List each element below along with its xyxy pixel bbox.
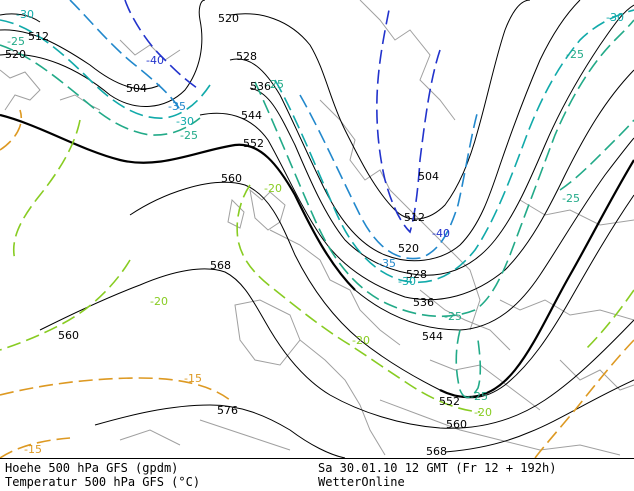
height-label: 560 — [446, 418, 467, 431]
height-contours — [0, 0, 634, 458]
height-label: 560 — [58, 329, 79, 342]
coastlines — [0, 0, 634, 456]
temp-label: -15 — [24, 443, 42, 456]
height-label: 520 — [5, 48, 26, 61]
isotherm-minus40 — [124, 0, 441, 234]
height-label: 504 — [418, 170, 439, 183]
temp-label: -35 — [168, 100, 186, 113]
height-label: 552 — [439, 395, 460, 408]
temp-label: -25 — [562, 192, 580, 205]
height-label: 536 — [250, 80, 271, 93]
map-footer: Hoehe 500 hPa GFS (gpdm) Temperatur 500 … — [0, 458, 634, 491]
temp-label: -30 — [16, 8, 34, 21]
temp-label: -30 — [176, 115, 194, 128]
height-label: 536 — [413, 296, 434, 309]
height-label: 568 — [210, 259, 231, 272]
height-label: 520 — [398, 242, 419, 255]
height-caption: Hoehe 500 hPa GFS (gpdm) — [5, 461, 179, 475]
height-label: 504 — [126, 82, 147, 95]
temp-label: -40 — [146, 54, 164, 67]
temp-label: -25 — [566, 48, 584, 61]
temp-label: -15 — [184, 372, 202, 385]
map-canvas: 520 512 520 528 504 536 544 552 560 568 … — [0, 0, 634, 458]
temperature-labels: -30 -25 -40 -35 -30 -25 -25 -20 -20 -40 … — [7, 8, 624, 456]
isotherm-minus15 — [0, 109, 634, 458]
temp-label: -20 — [352, 334, 370, 347]
height-label: 520 — [218, 12, 239, 25]
temperature-caption: Temperatur 500 hPa GFS (°C) — [5, 475, 201, 489]
temp-label: -30 — [606, 11, 624, 24]
height-label: 544 — [422, 330, 443, 343]
contour-552-thick-east — [439, 159, 634, 399]
temp-label: -25 — [470, 390, 488, 403]
height-label: 568 — [426, 445, 447, 458]
height-label: 576 — [217, 404, 238, 417]
forecast-time: Sa 30.01.10 12 GMT (Fr 12 + 192h) — [318, 461, 557, 475]
temp-label: -20 — [474, 406, 492, 419]
temp-label: -25 — [444, 310, 462, 323]
height-label: 512 — [28, 30, 49, 43]
height-label: 560 — [221, 172, 242, 185]
temp-label: -35 — [378, 257, 396, 270]
temp-label: -20 — [264, 182, 282, 195]
isotherm-minus25 — [0, 19, 634, 399]
temp-label: -25 — [180, 129, 198, 142]
isotherm-minus35 — [69, 0, 479, 260]
height-labels: 520 512 520 528 504 536 544 552 560 568 … — [5, 12, 467, 458]
temp-label: -40 — [432, 227, 450, 240]
temp-label: -30 — [398, 275, 416, 288]
source-credit: WetterOnline — [318, 475, 405, 489]
height-label: 528 — [406, 268, 427, 281]
temp-label: -25 — [266, 78, 284, 91]
isotherm-minus30 — [0, 9, 634, 284]
height-label: 544 — [241, 109, 262, 122]
isotherm-minus20 — [0, 119, 634, 413]
temp-label: -25 — [7, 35, 25, 48]
contour-552-thick — [0, 113, 356, 291]
weather-map: 520 512 520 528 504 536 544 552 560 568 … — [0, 0, 634, 458]
temp-label: -20 — [150, 295, 168, 308]
height-label: 552 — [243, 137, 264, 150]
height-label: 528 — [236, 50, 257, 63]
height-label: 512 — [404, 211, 425, 224]
